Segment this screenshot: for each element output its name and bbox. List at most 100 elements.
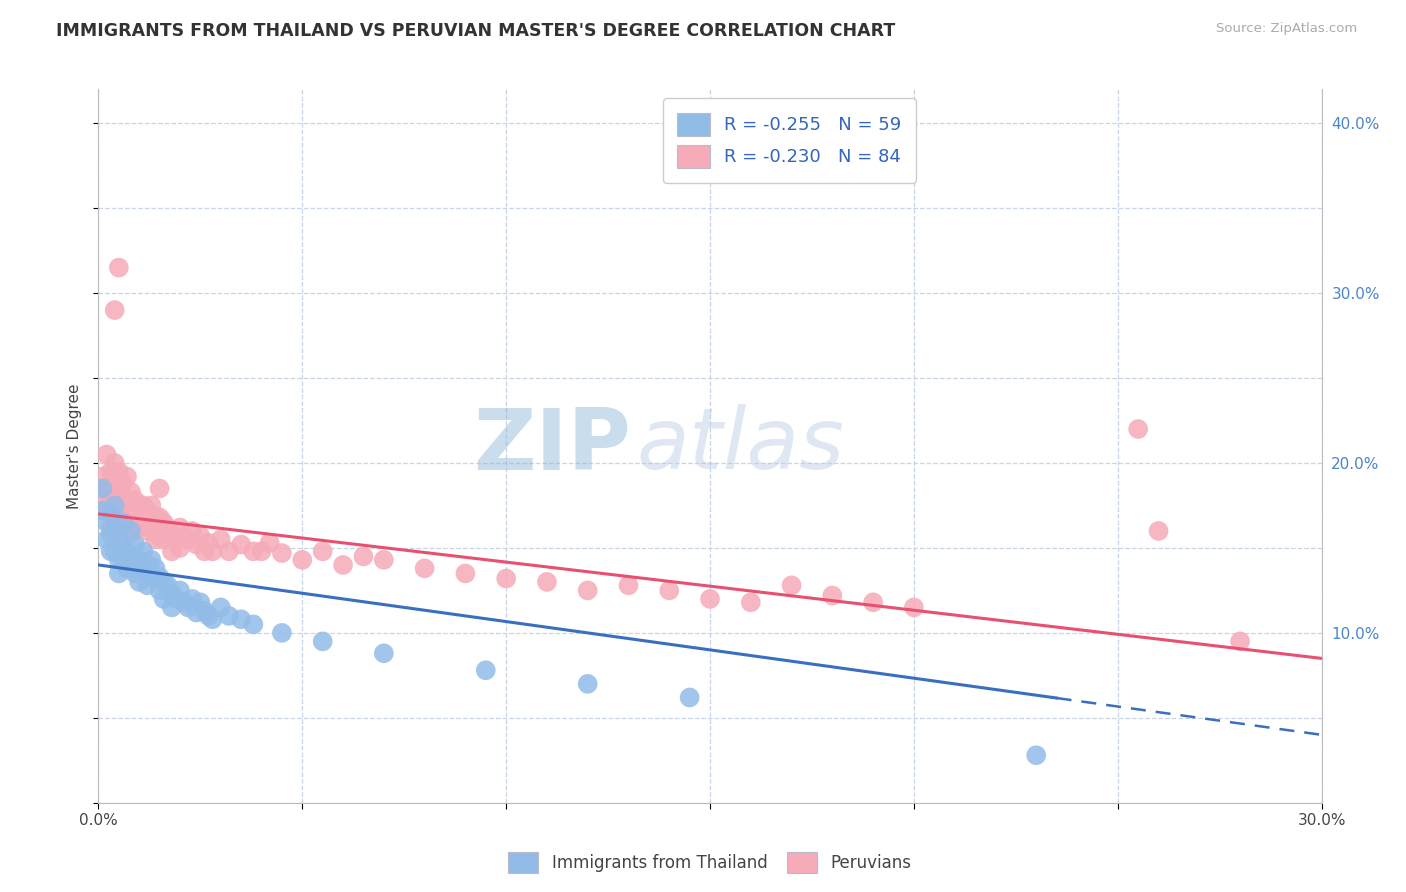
Point bbox=[373, 553, 395, 567]
Point bbox=[91, 490, 114, 504]
Point bbox=[100, 520, 122, 534]
Point bbox=[576, 583, 599, 598]
Point bbox=[120, 524, 142, 538]
Point bbox=[495, 572, 517, 586]
Point bbox=[91, 469, 114, 483]
Point bbox=[862, 595, 884, 609]
Y-axis label: Master's Degree: Master's Degree bbox=[67, 384, 83, 508]
Point bbox=[120, 527, 142, 541]
Point bbox=[209, 533, 232, 547]
Point bbox=[108, 465, 131, 479]
Point bbox=[115, 493, 138, 508]
Point bbox=[115, 544, 138, 558]
Point bbox=[270, 546, 294, 560]
Point bbox=[169, 520, 191, 534]
Point bbox=[108, 490, 131, 504]
Point bbox=[149, 570, 172, 584]
Point bbox=[699, 591, 721, 606]
Point bbox=[160, 527, 183, 541]
Point bbox=[169, 541, 191, 555]
Point bbox=[201, 544, 224, 558]
Point bbox=[160, 544, 183, 558]
Point bbox=[152, 591, 174, 606]
Legend: Immigrants from Thailand, Peruvians: Immigrants from Thailand, Peruvians bbox=[502, 846, 918, 880]
Point bbox=[149, 529, 172, 543]
Point bbox=[474, 663, 498, 677]
Point bbox=[165, 533, 187, 547]
Point bbox=[132, 519, 155, 533]
Point bbox=[145, 561, 167, 575]
Point bbox=[100, 465, 122, 479]
Point bbox=[821, 589, 844, 603]
Point bbox=[111, 553, 134, 567]
Point bbox=[193, 604, 215, 618]
Point bbox=[259, 536, 281, 550]
Point bbox=[1147, 524, 1170, 538]
Point bbox=[177, 600, 200, 615]
Point bbox=[100, 507, 122, 521]
Point bbox=[1128, 422, 1150, 436]
Point bbox=[145, 533, 167, 547]
Point bbox=[173, 529, 195, 543]
Point bbox=[152, 574, 174, 589]
Point bbox=[128, 499, 150, 513]
Point bbox=[108, 553, 131, 567]
Point bbox=[100, 527, 122, 541]
Point bbox=[181, 524, 204, 538]
Point bbox=[115, 516, 138, 530]
Point bbox=[124, 537, 146, 551]
Point bbox=[149, 583, 172, 598]
Point bbox=[124, 566, 146, 581]
Point bbox=[332, 558, 354, 572]
Point bbox=[149, 482, 172, 496]
Point bbox=[201, 612, 224, 626]
Point bbox=[197, 536, 219, 550]
Point bbox=[193, 544, 215, 558]
Text: IMMIGRANTS FROM THAILAND VS PERUVIAN MASTER'S DEGREE CORRELATION CHART: IMMIGRANTS FROM THAILAND VS PERUVIAN MAS… bbox=[56, 22, 896, 40]
Point bbox=[149, 510, 172, 524]
Point bbox=[108, 510, 131, 524]
Point bbox=[250, 544, 273, 558]
Point bbox=[104, 303, 127, 318]
Point bbox=[156, 520, 179, 534]
Point bbox=[413, 561, 436, 575]
Point bbox=[128, 553, 150, 567]
Point bbox=[100, 544, 122, 558]
Point bbox=[173, 595, 195, 609]
Point bbox=[111, 519, 134, 533]
Point bbox=[780, 578, 803, 592]
Point bbox=[111, 516, 134, 530]
Point bbox=[152, 516, 174, 530]
Point bbox=[231, 612, 253, 626]
Point bbox=[104, 499, 127, 513]
Point bbox=[242, 544, 264, 558]
Point bbox=[156, 578, 179, 592]
Point bbox=[141, 553, 163, 567]
Point bbox=[96, 482, 118, 496]
Point bbox=[160, 587, 183, 601]
Point bbox=[136, 578, 159, 592]
Point bbox=[132, 544, 155, 558]
Point bbox=[679, 690, 702, 705]
Point bbox=[218, 608, 240, 623]
Point bbox=[104, 503, 127, 517]
Point bbox=[124, 493, 146, 508]
Point bbox=[96, 533, 118, 547]
Point bbox=[104, 456, 127, 470]
Point bbox=[658, 583, 681, 598]
Point bbox=[165, 591, 187, 606]
Point bbox=[352, 549, 374, 564]
Point bbox=[111, 537, 134, 551]
Point bbox=[108, 533, 131, 547]
Point bbox=[128, 520, 150, 534]
Point bbox=[169, 583, 191, 598]
Point bbox=[104, 482, 127, 496]
Point bbox=[120, 484, 142, 499]
Point bbox=[124, 516, 146, 530]
Point bbox=[91, 482, 114, 496]
Point bbox=[177, 533, 200, 547]
Point bbox=[132, 561, 155, 575]
Point bbox=[132, 499, 155, 513]
Point bbox=[152, 533, 174, 547]
Point bbox=[181, 591, 204, 606]
